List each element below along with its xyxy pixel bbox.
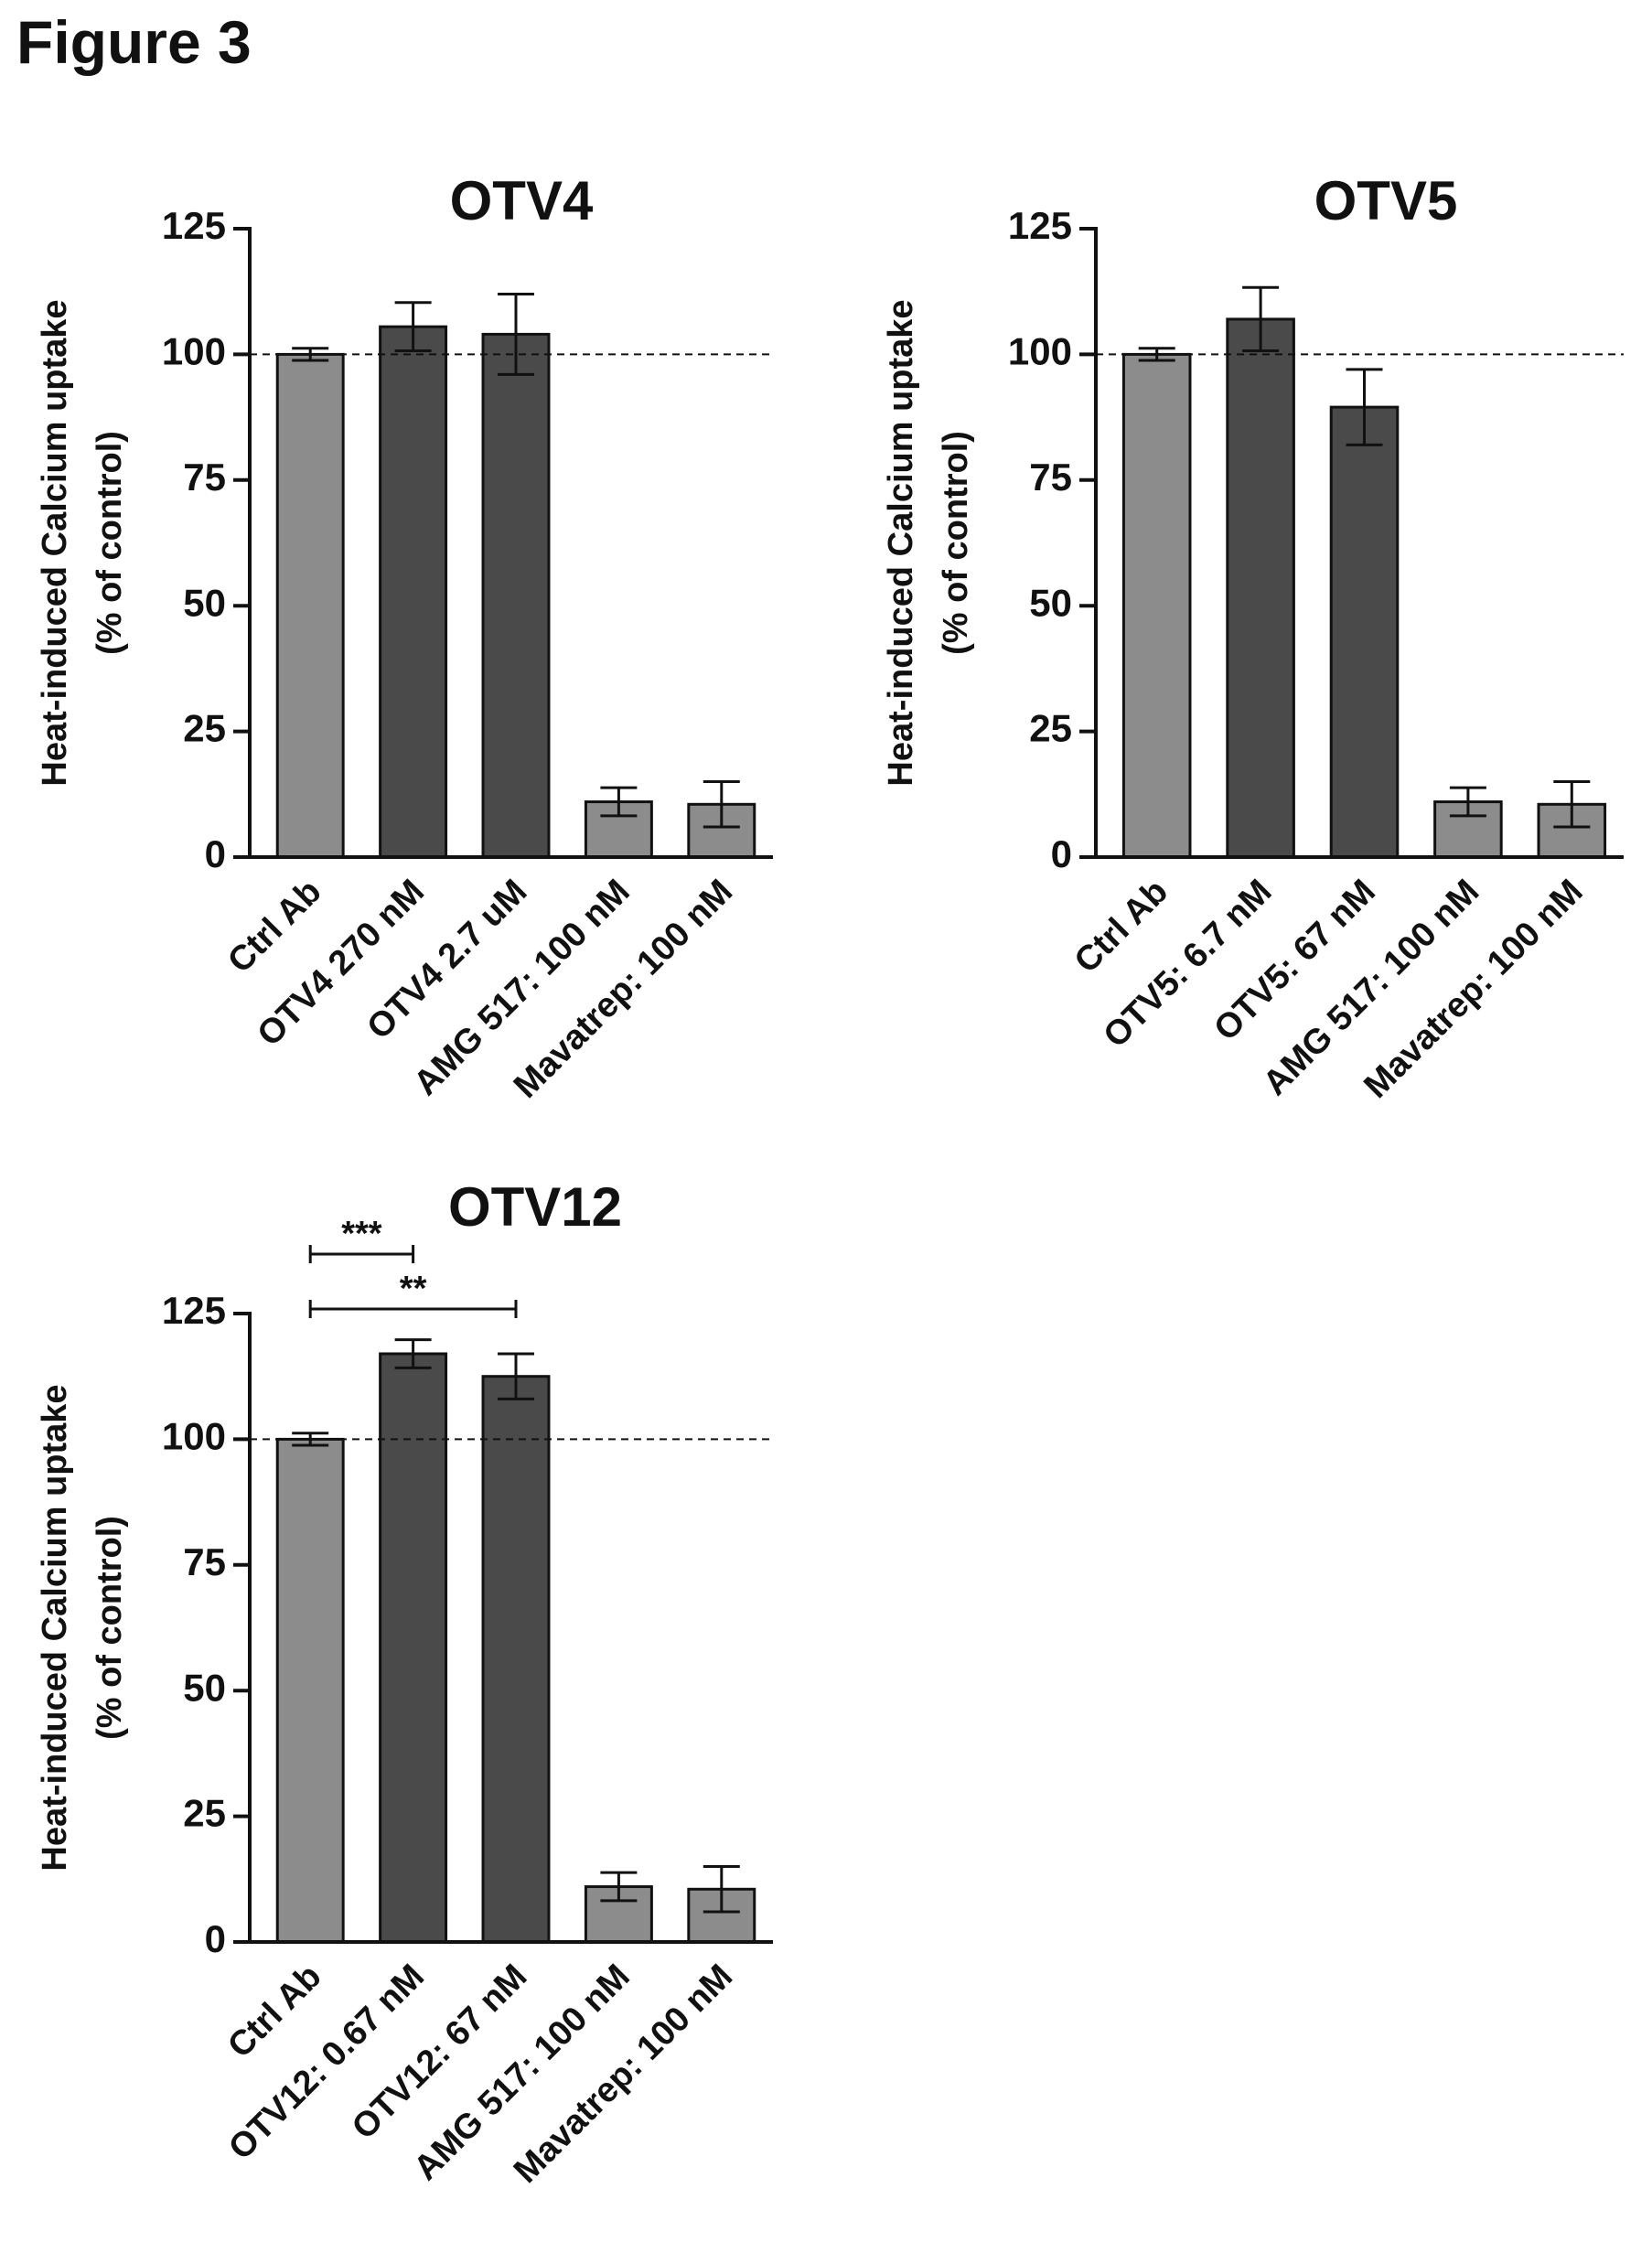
chart-otv12-ylabel-line1: Heat-induced Calcium uptake [36, 1384, 74, 1871]
chart-otv12-significance-label: *** [341, 1215, 382, 1253]
chart-otv4-bar [481, 332, 551, 859]
chart-otv5: OTV5 Heat-induced Calcium uptake (% of con… [851, 156, 1652, 1125]
chart-otv5-ytick-label: 125 [1008, 204, 1072, 247]
chart-otv12-bar [379, 1352, 448, 1944]
chart-otv4-ytick-label: 100 [162, 329, 226, 372]
chart-otv12-title: OTV12 [448, 1176, 622, 1238]
chart-otv5-ytick-label: 100 [1008, 329, 1072, 372]
chart-otv4-ytick-label: 125 [162, 204, 226, 247]
chart-otv12-bar [275, 1437, 345, 1944]
chart-otv12-category-label: OTV12: 0.67 nM [221, 1958, 432, 2168]
chart-otv5-ytick-label: 75 [1029, 456, 1072, 499]
chart-otv4-ytick-label: 50 [183, 581, 226, 624]
chart-otv4: OTV4 Heat-induced Calcium uptake (% of con… [0, 156, 805, 1125]
chart-otv5-ylabel-line1: Heat-induced Calcium uptake [882, 299, 920, 786]
chart-otv5-svg: OTV5 Heat-induced Calcium uptake (% of con… [882, 170, 1624, 1106]
chart-otv5-ytick-label: 25 [1029, 707, 1072, 750]
chart-otv4-bar [275, 352, 345, 859]
chart-otv4-ytick-label: 0 [205, 832, 226, 875]
chart-otv5-bar [1226, 317, 1295, 859]
chart-otv12-ytick-label: 25 [183, 1792, 226, 1835]
chart-otv4-title: OTV4 [450, 170, 594, 231]
chart-otv5-ylabel-line2: (% of control) [937, 431, 975, 655]
chart-otv4-svg: OTV4 Heat-induced Calcium uptake (% of con… [36, 170, 773, 1106]
chart-otv12-ytick-label: 75 [183, 1540, 226, 1583]
chart-otv4-bar [379, 325, 448, 859]
chart-otv12-ytick-label: 50 [183, 1666, 226, 1709]
chart-otv12-ytick-label: 100 [162, 1414, 226, 1457]
chart-otv12-category-label: OTV12: 67 nM [345, 1958, 534, 2147]
chart-otv12-ytick-label: 0 [205, 1917, 226, 1960]
chart-otv12-bar [481, 1375, 551, 1944]
chart-otv4-ytick-label: 25 [183, 707, 226, 750]
chart-otv5-ytick-label: 50 [1029, 581, 1072, 624]
chart-otv12-ylabel-line2: (% of control) [91, 1516, 129, 1740]
figure-title: Figure 3 [16, 8, 252, 76]
chart-otv12-ytick-label: 125 [162, 1289, 226, 1332]
chart-otv4-ylabel-line1: Heat-induced Calcium uptake [36, 299, 74, 786]
chart-otv12-svg: OTV12 Heat-induced Calcium uptake (% of co… [36, 1176, 773, 2191]
chart-otv5-bar [1121, 352, 1192, 859]
chart-otv12: OTV12 Heat-induced Calcium uptake (% of co… [0, 1153, 805, 2237]
chart-otv5-title: OTV5 [1314, 170, 1458, 231]
chart-otv5-bar [1329, 405, 1400, 859]
chart-otv5-ytick-label: 0 [1051, 832, 1072, 875]
chart-otv4-ylabel-line2: (% of control) [91, 431, 129, 655]
chart-otv12-significance-label: ** [400, 1270, 427, 1308]
chart-otv4-ytick-label: 75 [183, 456, 226, 499]
